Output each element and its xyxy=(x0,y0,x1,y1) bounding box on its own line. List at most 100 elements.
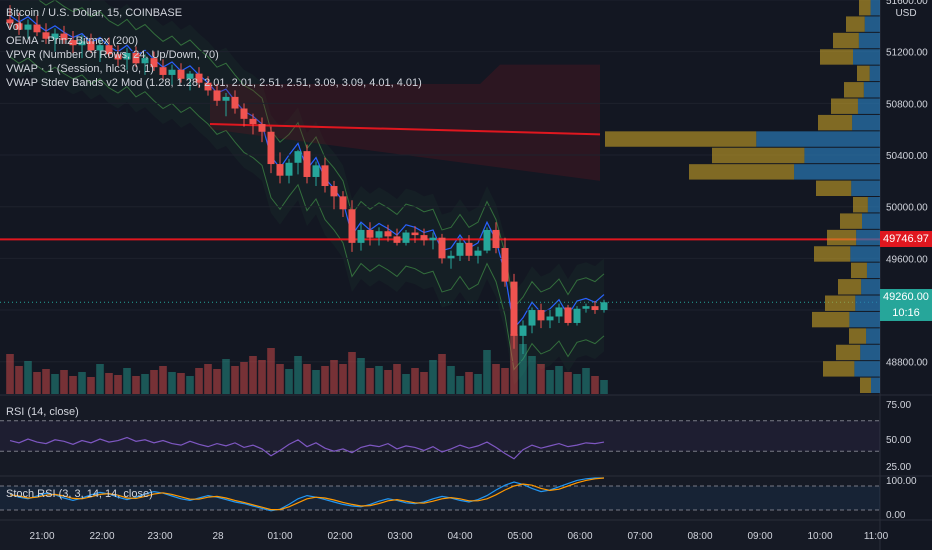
candle-body xyxy=(393,236,401,243)
volume-bar xyxy=(78,372,86,394)
candle-body xyxy=(483,229,491,251)
vpvr-row-down xyxy=(836,344,861,361)
vpvr-row-up xyxy=(864,16,880,32)
volume-bar xyxy=(564,372,572,394)
price-tick-label: 48800.00 xyxy=(886,358,928,369)
volume-bar xyxy=(150,370,158,394)
volume-bar xyxy=(330,360,338,394)
volume-bar xyxy=(555,366,563,394)
volume-bar xyxy=(447,366,455,394)
vpvr-row-up xyxy=(794,164,880,180)
vpvr-row-down xyxy=(827,229,857,246)
candle-body xyxy=(222,96,230,101)
indicator-vol[interactable]: Vol xyxy=(6,21,22,33)
volume-bar xyxy=(519,344,527,394)
time-tick-label: 21:00 xyxy=(29,531,54,542)
volume-bar xyxy=(384,370,392,394)
volume-bar xyxy=(276,364,284,394)
vpvr-row-up xyxy=(863,82,880,98)
oema-line xyxy=(209,123,601,136)
time-tick-label: 10:00 xyxy=(807,531,832,542)
volume-bar xyxy=(546,370,554,394)
candle-body xyxy=(24,24,32,30)
indicator-oema[interactable]: OEMA - Prinz Bitmex (200) xyxy=(6,35,139,47)
vpvr-row-up xyxy=(866,328,880,344)
candle-body xyxy=(285,162,293,176)
candle-body xyxy=(555,307,563,317)
price-tick-label: 50800.00 xyxy=(886,99,928,110)
candle-body xyxy=(51,33,59,39)
resistance-price-tag: 49746.97 xyxy=(880,231,932,247)
candle-body xyxy=(447,255,455,259)
volume-bar xyxy=(60,370,68,394)
last-price-tag: 49260.00 xyxy=(880,289,932,305)
vpvr-row-up xyxy=(869,65,880,82)
indicator-vpvr[interactable]: VPVR (Number Of Rows, 24, Up/Down, 70) xyxy=(6,49,219,61)
volume-bar xyxy=(132,376,140,394)
candle-body xyxy=(312,165,320,177)
symbol-title[interactable]: Bitcoin / U.S. Dollar, 15, COINBASE xyxy=(6,7,183,19)
stoch-d-line xyxy=(9,477,605,511)
candle-body xyxy=(267,131,275,165)
vpvr-row-down xyxy=(712,147,805,164)
vpvr-row-up xyxy=(860,344,880,361)
volume-bar xyxy=(321,366,329,394)
stoch-tick-label: 0.00 xyxy=(886,510,906,521)
indicator-vwap[interactable]: VWAP · 1 (Session, hlc3, 0, 1) xyxy=(6,63,154,75)
vpvr-row-up xyxy=(856,229,880,246)
volume-bar xyxy=(600,380,608,394)
time-tick-label: 23:00 xyxy=(147,531,172,542)
candle-body xyxy=(204,82,212,91)
time-tick-label: 01:00 xyxy=(267,531,292,542)
vpvr-row-up xyxy=(861,279,880,295)
volume-bar xyxy=(24,361,32,394)
rsi-pane-title[interactable]: RSI (14, close) xyxy=(6,406,79,418)
vpvr-row-up xyxy=(850,246,880,262)
price-tick-label: 50400.00 xyxy=(886,151,928,162)
lower-panes-bg xyxy=(0,395,880,550)
volume-bar xyxy=(285,369,293,394)
candle-body xyxy=(519,325,527,336)
vpvr-row-down xyxy=(833,32,859,49)
volume-bar xyxy=(204,364,212,394)
candle-body xyxy=(339,196,347,210)
candle-body xyxy=(294,151,302,163)
vpvr-row-up xyxy=(851,180,880,196)
candle-body xyxy=(348,209,356,243)
time-tick-label: 08:00 xyxy=(687,531,712,542)
time-tick-label: 03:00 xyxy=(387,531,412,542)
volume-bar xyxy=(492,364,500,394)
candle-body xyxy=(258,124,266,132)
time-tick-label: 02:00 xyxy=(327,531,352,542)
candle-body xyxy=(546,316,554,321)
volume-bar xyxy=(15,366,23,394)
candle-body xyxy=(456,242,464,256)
vpvr-row-down xyxy=(853,197,868,213)
volume-bar xyxy=(303,364,311,394)
candle-body xyxy=(591,306,599,311)
volume-bar xyxy=(42,369,50,394)
vpvr-row-down xyxy=(831,98,858,114)
candle-body xyxy=(159,67,167,75)
volume-bar xyxy=(312,370,320,394)
vpvr-row-up xyxy=(852,114,880,131)
stoch-pane-title[interactable]: Stoch RSI (3, 3, 14, 14, close) xyxy=(6,488,153,500)
volume-bar xyxy=(195,368,203,394)
candle-body xyxy=(321,165,329,187)
candle-body xyxy=(96,45,104,51)
vpvr-row-up xyxy=(857,98,880,114)
volume-bar xyxy=(429,360,437,394)
vpvr-row-up xyxy=(871,377,880,393)
vpvr-row-down xyxy=(849,328,867,344)
indicator-vwap-bands[interactable]: VWAP Stdev Bands v2 Mod (1.28, 1.28, 2.0… xyxy=(6,77,422,89)
rsi-tick-label: 25.00 xyxy=(886,462,911,473)
vpvr-row-down xyxy=(838,279,862,295)
vpvr-row-up xyxy=(866,262,880,279)
price-tick-label: 51200.00 xyxy=(886,48,928,59)
price-tick-label: 50000.00 xyxy=(886,203,928,214)
candle-body xyxy=(438,237,446,259)
currency-label[interactable]: USD xyxy=(895,8,917,19)
candle-body xyxy=(474,250,482,256)
vpvr-row-up xyxy=(849,311,880,328)
